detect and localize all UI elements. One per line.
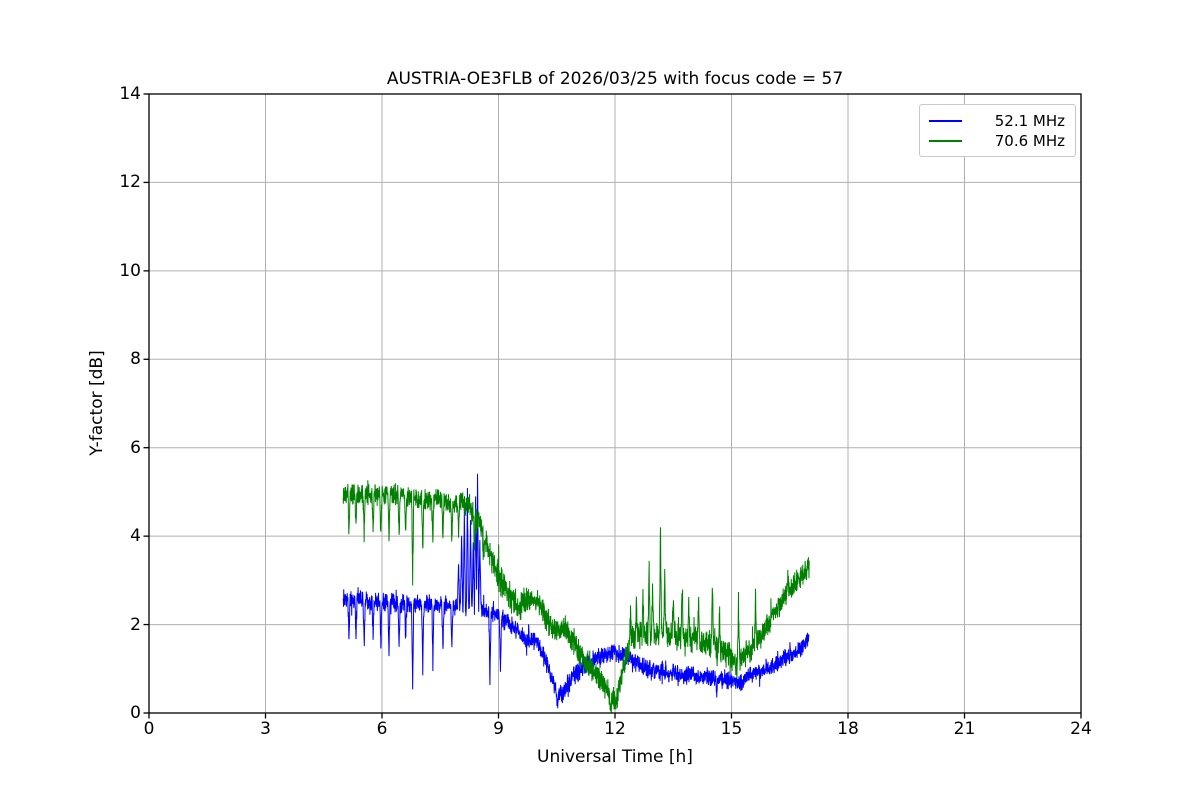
- y-tick-label: 10: [119, 260, 141, 281]
- legend-line-sample-blue: [929, 119, 962, 122]
- x-tick-label: 12: [604, 719, 626, 739]
- y-axis-label: Y-factor [dB]: [87, 350, 107, 456]
- y-tick-label: 2: [130, 614, 141, 635]
- x-tick-label: 6: [376, 719, 388, 739]
- x-tick-label: 9: [493, 719, 504, 739]
- chart-title: AUSTRIA-OE3FLB of 2026/03/25 with focus …: [386, 69, 844, 89]
- x-tick-label: 18: [837, 719, 859, 739]
- legend-entry-70-6-mhz: 70.6 MHz: [929, 131, 1065, 150]
- legend-entry-52-1-mhz: 52.1 MHz: [929, 111, 1065, 130]
- x-tick-label: 3: [260, 719, 271, 739]
- x-tick-label: 15: [720, 719, 743, 739]
- legend-label: 70.6 MHz: [994, 131, 1065, 150]
- series-line-52-1-mhz: [342, 473, 810, 709]
- y-tick-label: 8: [130, 349, 141, 370]
- legend: 52.1 MHz 70.6 MHz: [919, 104, 1076, 157]
- y-tick-label: 0: [130, 703, 141, 723]
- y-tick-label: 6: [130, 437, 141, 458]
- y-tick-label: 14: [119, 84, 141, 104]
- x-tick-label: 24: [1070, 719, 1092, 739]
- legend-line-sample-green: [929, 139, 962, 142]
- legend-label: 52.1 MHz: [994, 111, 1065, 130]
- series-line-70-6-mhz: [342, 480, 810, 714]
- x-tick-label: 0: [143, 719, 155, 739]
- x-axis-label: Universal Time [h]: [537, 747, 693, 767]
- y-tick-label: 12: [119, 172, 141, 193]
- y-tick-label: 4: [130, 526, 141, 547]
- x-tick-label: 21: [953, 719, 976, 739]
